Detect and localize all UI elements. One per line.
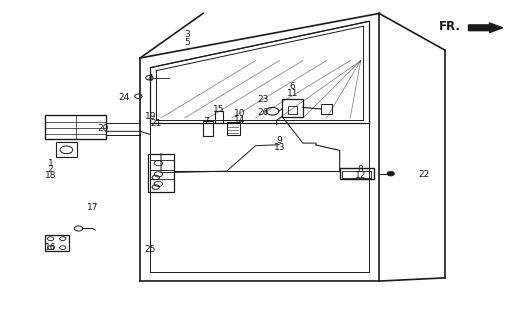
Text: 11: 11 xyxy=(287,89,298,98)
Text: 7: 7 xyxy=(203,117,209,126)
Text: 18: 18 xyxy=(45,172,56,180)
Bar xyxy=(340,168,374,179)
Bar xyxy=(288,106,297,114)
Text: 6: 6 xyxy=(289,82,295,91)
Text: 25: 25 xyxy=(145,245,156,254)
Text: 13: 13 xyxy=(274,143,285,152)
Text: 16: 16 xyxy=(45,243,56,252)
Text: FR.: FR. xyxy=(438,20,461,33)
Text: 4: 4 xyxy=(148,74,153,83)
Text: 8: 8 xyxy=(358,165,364,174)
Text: 2: 2 xyxy=(48,165,53,174)
Text: 17: 17 xyxy=(87,203,99,212)
Text: 9: 9 xyxy=(276,136,282,145)
Text: 22: 22 xyxy=(418,170,430,179)
Bar xyxy=(321,104,332,114)
Bar xyxy=(45,235,69,251)
Text: 26: 26 xyxy=(258,108,269,117)
Text: 12: 12 xyxy=(355,172,366,180)
Bar xyxy=(215,111,223,123)
FancyArrow shape xyxy=(469,23,503,33)
Bar xyxy=(282,100,303,117)
Bar xyxy=(227,122,240,134)
Bar xyxy=(56,142,77,157)
Text: 10: 10 xyxy=(234,109,246,118)
Text: 23: 23 xyxy=(258,95,269,104)
Bar xyxy=(203,121,212,136)
Text: 24: 24 xyxy=(119,93,130,102)
Text: 14: 14 xyxy=(234,116,246,125)
Text: 20: 20 xyxy=(97,124,109,132)
Circle shape xyxy=(387,172,394,176)
Text: 1: 1 xyxy=(48,159,54,168)
Text: 21: 21 xyxy=(150,119,161,128)
Text: 15: 15 xyxy=(213,105,225,114)
Bar xyxy=(343,171,371,178)
Bar xyxy=(45,116,106,139)
Text: 5: 5 xyxy=(184,38,190,47)
Bar xyxy=(148,154,174,192)
Text: 3: 3 xyxy=(184,30,190,39)
Text: 19: 19 xyxy=(145,113,156,122)
